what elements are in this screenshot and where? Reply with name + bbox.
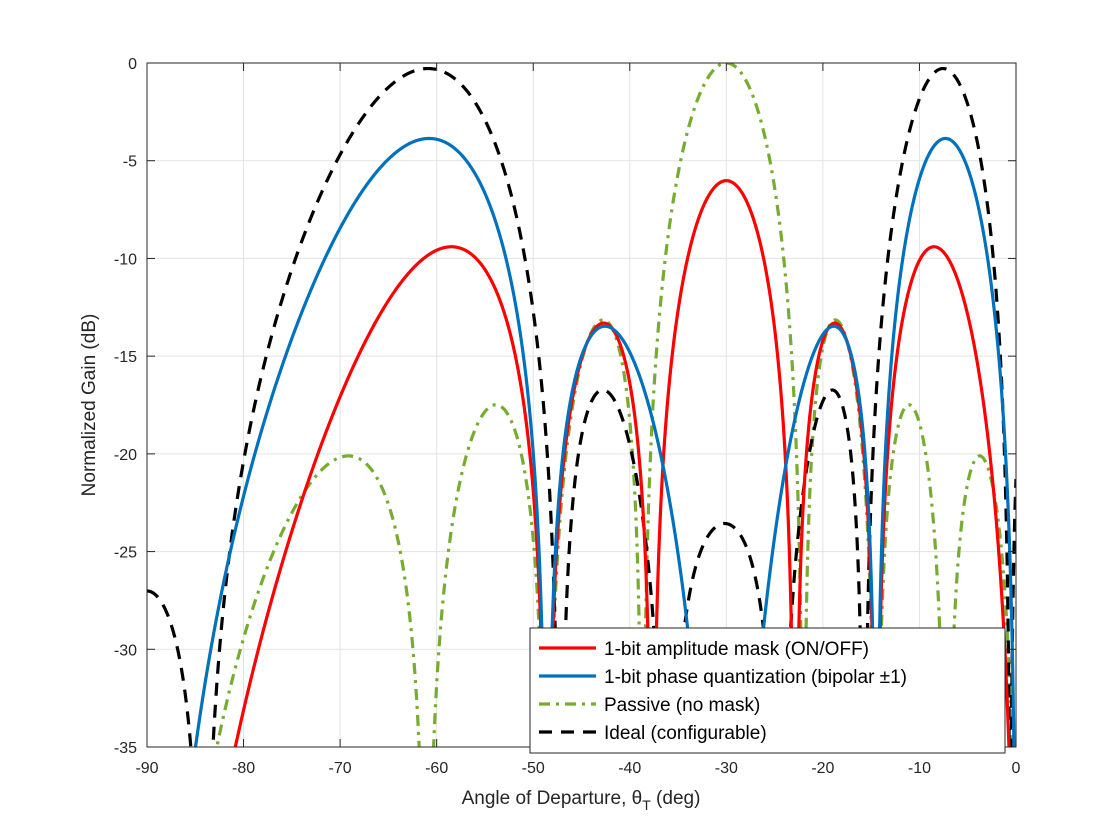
legend-label-bipolar: 1-bit phase quantization (bipolar ±1): [604, 667, 907, 688]
legend-label-passive: Passive (no mask): [604, 695, 760, 716]
x-tick-label: -80: [232, 760, 255, 777]
y-tick-label: -30: [114, 642, 137, 659]
legend-label-ideal: Ideal (configurable): [604, 723, 767, 744]
legend-box: [529, 627, 1006, 754]
x-tick-label: -90: [135, 760, 158, 777]
y-tick-label: -20: [114, 447, 137, 464]
legend[interactable]: 1-bit amplitude mask (ON/OFF) 1-bit phase…: [529, 627, 1006, 754]
x-tick-label: -30: [715, 760, 738, 777]
series-line-bipolar: [193, 136, 1016, 747]
x-tick-label: -60: [425, 760, 448, 777]
x-tick-label: -70: [329, 760, 352, 777]
y-tick-label: -10: [114, 251, 137, 268]
series-line-ideal: [147, 66, 1016, 747]
ticks: -90 -80 -70 -60 -50 -40 -30 -20 -10 0 0 -5 -10 -15 -20…: [114, 56, 1021, 777]
x-tick-label: -40: [618, 760, 641, 777]
y-tick-label: -5: [123, 154, 137, 171]
x-tick-label: -10: [908, 760, 931, 777]
y-tick-label: -25: [114, 545, 137, 562]
legend-label-mask: 1-bit amplitude mask (ON/OFF): [604, 639, 869, 660]
series-line-passive: [215, 63, 1014, 747]
x-tick-label: -50: [522, 760, 545, 777]
x-tick-label: -20: [811, 760, 834, 777]
y-tick-label: -35: [114, 740, 137, 757]
x-tick-label: 0: [1012, 760, 1021, 777]
series-layer: [147, 63, 1016, 747]
y-axis-label: Normalized Gain (dB): [79, 314, 100, 497]
y-tick-label: 0: [128, 56, 137, 73]
x-axis-label: Angle of Departure, θT (deg): [462, 788, 701, 813]
y-tick-label: -15: [114, 349, 137, 366]
